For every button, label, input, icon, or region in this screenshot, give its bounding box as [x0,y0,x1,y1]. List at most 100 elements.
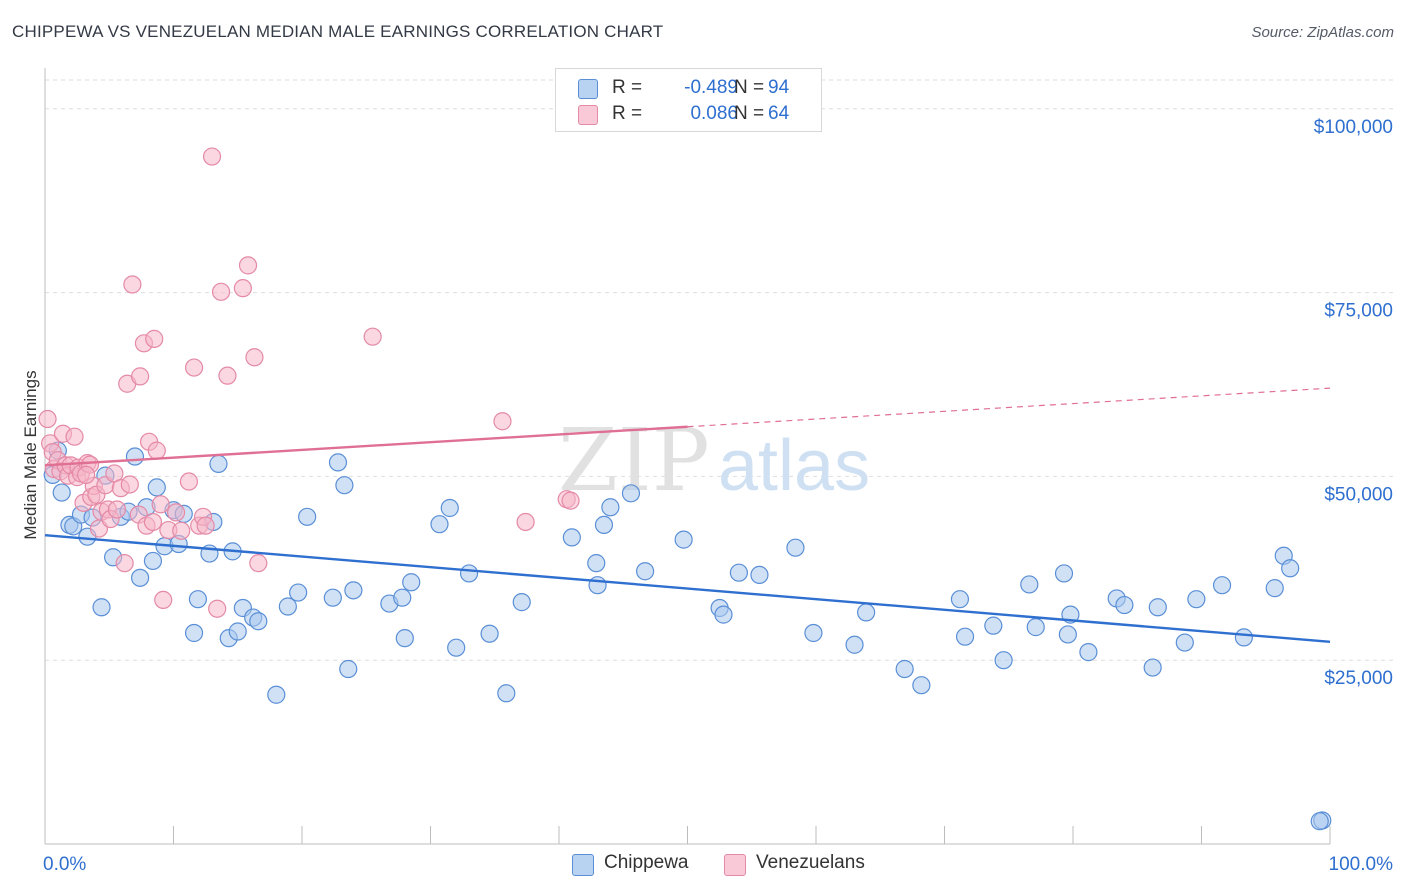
point-venezuelans [147,441,166,460]
point-venezuelans [151,495,170,514]
point-chippewa [588,576,607,595]
point-chippewa [430,515,449,534]
point-venezuelans [120,475,139,494]
point-chippewa [393,588,412,607]
point-chippewa [344,581,363,600]
point-chippewa [1020,575,1039,594]
point-chippewa [1054,564,1074,583]
point-venezuelans [238,256,258,275]
trend-line-chippewa [44,534,1331,644]
point-chippewa [955,627,975,646]
point-chippewa [328,453,348,472]
point-chippewa [402,573,421,592]
pink-swatch [724,854,746,876]
point-chippewa [298,507,317,526]
n-label: N = [734,77,765,98]
point-chippewa [339,659,358,679]
point-venezuelans [123,275,142,294]
point-chippewa [984,616,1003,635]
watermark-atlas: atlas [718,426,870,506]
point-chippewa [1310,812,1329,831]
legend-label: Chippewa [604,852,689,873]
point-chippewa [188,590,208,609]
point-venezuelans [130,367,150,386]
point-chippewa [209,454,228,473]
point-venezuelans [208,599,227,618]
tick-labels: $25,000 $50,000 $75,000 $100,000 0.0% 100.0% [43,117,1393,875]
point-chippewa [335,476,354,495]
blue-swatch [578,79,598,99]
point-chippewa [147,478,166,497]
n-label: N = [734,103,765,124]
point-chippewa [480,624,499,643]
point-chippewa [1175,633,1194,652]
point-chippewa [1143,658,1162,677]
point-venezuelans [154,590,173,610]
n-value: 64 [768,103,790,124]
point-chippewa [497,684,516,703]
r-label: R = [612,77,643,98]
point-chippewa [143,551,163,571]
point-chippewa [857,603,876,622]
point-venezuelans [516,512,535,532]
point-venezuelans [184,358,204,377]
chart-title: CHIPPEWA VS VENEZUELAN MEDIAN MALE EARNI… [12,22,664,41]
point-venezuelans [38,409,57,429]
r-value: -0.489 [684,77,738,98]
point-venezuelans [245,348,264,367]
point-chippewa [1079,643,1098,662]
point-chippewa [1058,625,1077,644]
point-chippewa [621,484,641,503]
point-venezuelans [166,503,186,522]
point-venezuelans [561,491,580,510]
point-venezuelans [202,147,222,166]
pink-swatch [578,105,598,125]
point-chippewa [1187,590,1206,609]
r-label: R = [612,103,643,124]
point-chippewa [845,635,864,654]
y-tick-label: $100,000 [1314,117,1393,138]
point-chippewa [267,685,286,704]
point-chippewa [750,565,769,585]
point-venezuelans [179,472,199,491]
point-chippewa [1265,579,1284,598]
y-tick-label: $25,000 [1324,668,1393,689]
data-points [38,147,1332,831]
source-credit: Source: ZipAtlas.com [1251,24,1394,41]
point-chippewa [289,583,308,602]
y-axis-label: Median Male Earnings [21,370,40,539]
point-chippewa [52,483,71,502]
point-chippewa [587,554,606,573]
point-chippewa [125,447,145,466]
point-venezuelans [143,512,163,532]
correlation-legend: R = -0.489 N = 94 R = 0.086 N = 64 [555,68,822,132]
point-venezuelans [493,412,512,431]
point-chippewa [447,638,466,657]
point-chippewa [92,598,111,617]
point-chippewa [594,515,614,535]
point-chippewa [1281,559,1300,578]
grid-lines [45,79,1393,661]
point-chippewa [674,530,693,549]
trend-lines [44,387,1331,644]
point-chippewa [228,622,247,641]
point-chippewa [804,623,823,643]
point-venezuelans [218,366,237,385]
point-chippewa [1148,598,1167,617]
point-chippewa [130,568,150,587]
n-value: 94 [768,77,790,98]
point-chippewa [1212,576,1232,595]
point-chippewa [278,597,297,616]
point-chippewa [184,623,204,643]
point-venezuelans [363,327,382,346]
trend-line-venezuelans-extension [687,387,1331,428]
blue-swatch [572,854,594,876]
point-chippewa [459,564,479,583]
point-chippewa [562,528,581,547]
point-chippewa [249,612,268,631]
point-chippewa [729,563,749,582]
point-venezuelans [77,465,96,485]
legend-label: Venezuelans [756,852,865,873]
point-chippewa [512,593,531,612]
point-chippewa [635,562,655,581]
